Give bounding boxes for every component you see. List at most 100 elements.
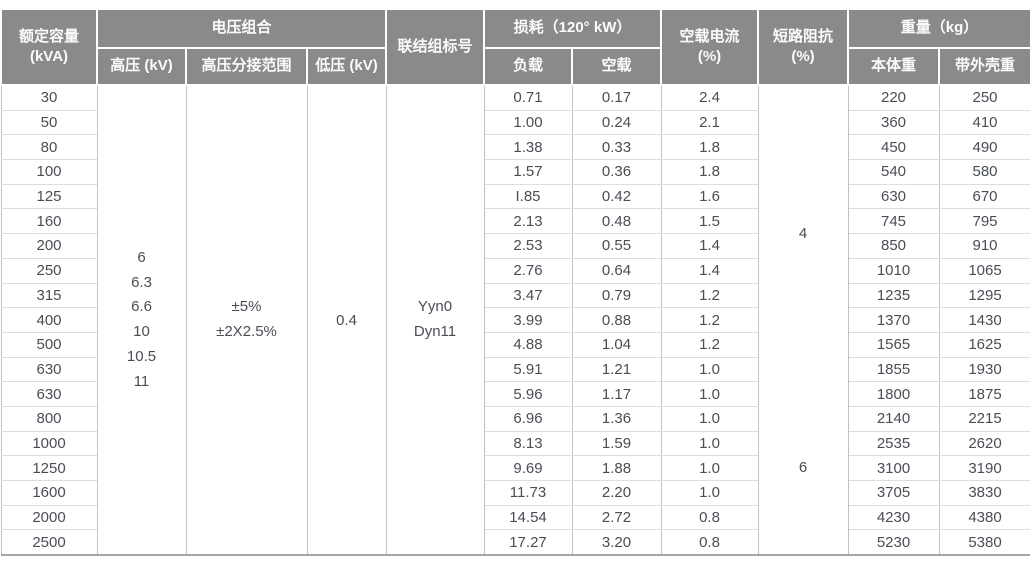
header-row-groups: 额定容量 (kVA) 电压组合 联结组标号 损耗（120° kW） 空载电流 (… xyxy=(0,8,1030,86)
cell-load-loss: 8.13 xyxy=(483,430,573,457)
cell-load-loss: 3.47 xyxy=(483,282,573,309)
cell-impedance-group1: 4 xyxy=(757,85,849,382)
table-header: 额定容量 (kVA) 电压组合 联结组标号 损耗（120° kW） 空载电流 (… xyxy=(0,8,1030,86)
cell-noload-current: 1.2 xyxy=(660,331,759,358)
cell-body-weight: 3705 xyxy=(847,480,940,506)
cell-noload-loss: 1.21 xyxy=(571,356,662,383)
cell-vector-group: Yyn0 Dyn11 xyxy=(385,85,485,556)
cell-noload-loss: 0.17 xyxy=(571,84,662,111)
cell-load-loss: 9.69 xyxy=(483,455,573,481)
cell-noload-current: 1.2 xyxy=(660,282,759,309)
cell-shell-weight: 580 xyxy=(938,159,1030,185)
cell-body-weight: 450 xyxy=(847,134,940,161)
cell-rated-capacity: 1600 xyxy=(0,480,98,506)
cell-noload-current: 0.8 xyxy=(660,504,759,531)
cell-rated-capacity: 500 xyxy=(0,331,98,358)
transformer-spec-table: 额定容量 (kVA) 电压组合 联结组标号 损耗（120° kW） 空载电流 (… xyxy=(0,8,1030,557)
cell-load-loss: 2.76 xyxy=(483,257,573,284)
cell-load-loss: 11.73 xyxy=(483,480,573,506)
table-row: 500 4.88 1.04 1.2 1565 1625 xyxy=(0,331,1030,358)
cell-noload-current: 1.0 xyxy=(660,381,759,407)
table-row: 200 2.53 0.55 1.4 850 910 xyxy=(0,233,1030,259)
cell-shell-weight: 670 xyxy=(938,183,1030,210)
cell-shell-weight: 5380 xyxy=(938,529,1030,556)
cell-rated-capacity: 125 xyxy=(0,183,98,210)
cell-noload-current: 1.0 xyxy=(660,430,759,457)
header-lv: 低压 (kV) xyxy=(306,47,387,86)
cell-body-weight: 220 xyxy=(847,84,940,111)
cell-noload-current: 1.0 xyxy=(660,480,759,506)
cell-body-weight: 2140 xyxy=(847,405,940,432)
cell-hv-voltages: 6 6.3 6.6 10 10.5 11 xyxy=(96,85,187,556)
cell-load-loss: 6.96 xyxy=(483,405,573,432)
table-row: 30 6 6.3 6.6 10 10.5 11 ±5% ±2X2.5% 0.4 Yyn0… xyxy=(0,84,1030,556)
cell-shell-weight: 1295 xyxy=(938,282,1030,309)
cell-load-loss: 2.13 xyxy=(483,208,573,235)
cell-load-loss: 1.38 xyxy=(483,134,573,161)
cell-noload-current: 1.0 xyxy=(660,455,759,481)
cell-noload-loss: 1.04 xyxy=(571,331,662,358)
cell-noload-current: 1.2 xyxy=(660,307,759,333)
cell-rated-capacity: 250 xyxy=(0,257,98,284)
cell-rated-capacity: 630 xyxy=(0,381,98,407)
cell-noload-loss: 0.48 xyxy=(571,208,662,235)
cell-body-weight: 630 xyxy=(847,183,940,210)
table-row: 2500 17.27 3.20 0.8 5230 5380 xyxy=(0,529,1030,556)
cell-load-loss: 17.27 xyxy=(483,529,573,556)
cell-noload-loss: 1.36 xyxy=(571,405,662,432)
cell-body-weight: 3100 xyxy=(847,455,940,481)
table-row: 80 1.38 0.33 1.8 450 490 xyxy=(0,134,1030,161)
cell-noload-current: 1.0 xyxy=(660,405,759,432)
cell-rated-capacity: 50 xyxy=(0,109,98,136)
cell-shell-weight: 410 xyxy=(938,109,1030,136)
header-shell-weight: 带外壳重 xyxy=(938,47,1030,86)
cell-shell-weight: 490 xyxy=(938,134,1030,161)
table-row: 630 5.96 1.17 1.0 6 1800 1875 xyxy=(0,381,1030,556)
cell-body-weight: 1565 xyxy=(847,331,940,358)
cell-rated-capacity: 160 xyxy=(0,208,98,235)
cell-noload-current: 2.4 xyxy=(660,84,759,111)
cell-body-weight: 540 xyxy=(847,159,940,185)
cell-rated-capacity: 30 xyxy=(0,84,98,111)
cell-rated-capacity: 2500 xyxy=(0,529,98,556)
table-row: 1000 8.13 1.59 1.0 2535 2620 xyxy=(0,430,1030,457)
cell-load-loss: 2.53 xyxy=(483,233,573,259)
header-body-weight: 本体重 xyxy=(847,47,941,86)
cell-noload-loss: 1.17 xyxy=(571,381,662,407)
cell-body-weight: 4230 xyxy=(847,504,940,531)
cell-load-loss: 14.54 xyxy=(483,504,573,531)
cell-body-weight: 1010 xyxy=(847,257,940,284)
cell-rated-capacity: 315 xyxy=(0,282,98,309)
table-row: 400 3.99 0.88 1.2 1370 1430 xyxy=(0,307,1030,333)
cell-load-loss: 0.71 xyxy=(483,84,573,111)
cell-shell-weight: 4380 xyxy=(938,504,1030,531)
table-body: 30 6 6.3 6.6 10 10.5 11 ±5% ±2X2.5% 0.4 Yyn0… xyxy=(0,84,1030,556)
cell-noload-current: 1.5 xyxy=(660,208,759,235)
cell-body-weight: 745 xyxy=(847,208,940,235)
cell-rated-capacity: 1250 xyxy=(0,455,98,481)
cell-body-weight: 5230 xyxy=(847,529,940,556)
header-weight-group: 重量（kg） xyxy=(847,8,1030,49)
cell-noload-current: 1.4 xyxy=(660,257,759,284)
cell-noload-current: 1.6 xyxy=(660,183,759,210)
cell-load-loss: 1.57 xyxy=(483,159,573,185)
page: 额定容量 (kVA) 电压组合 联结组标号 损耗（120° kW） 空载电流 (… xyxy=(0,8,1030,571)
header-hv: 高压 (kV) xyxy=(96,47,187,86)
cell-load-loss: 1.00 xyxy=(483,109,573,136)
cell-body-weight: 1235 xyxy=(847,282,940,309)
header-load-loss: 负载 xyxy=(483,47,573,86)
header-short-circuit-impedance: 短路阻抗 (%) xyxy=(757,8,850,86)
cell-shell-weight: 1430 xyxy=(938,307,1030,333)
cell-lv-voltage: 0.4 xyxy=(306,85,387,556)
cell-shell-weight: 795 xyxy=(938,208,1030,235)
table-row: 125 I.85 0.42 1.6 630 670 xyxy=(0,183,1030,210)
cell-shell-weight: 2620 xyxy=(938,430,1030,457)
cell-noload-current: 1.4 xyxy=(660,233,759,259)
cell-load-loss: 4.88 xyxy=(483,331,573,358)
header-noload-current: 空载电流 (%) xyxy=(660,8,760,86)
cell-noload-current: 0.8 xyxy=(660,529,759,556)
header-noload-loss: 空载 xyxy=(570,47,663,86)
header-vector-group: 联结组标号 xyxy=(385,8,485,86)
table-row: 315 3.47 0.79 1.2 1235 1295 xyxy=(0,282,1030,309)
header-row-subcolumns: 高压 (kV) 高压分接范围 低压 (kV) 负载 空载 本体重 带外壳重 xyxy=(1,47,1030,86)
